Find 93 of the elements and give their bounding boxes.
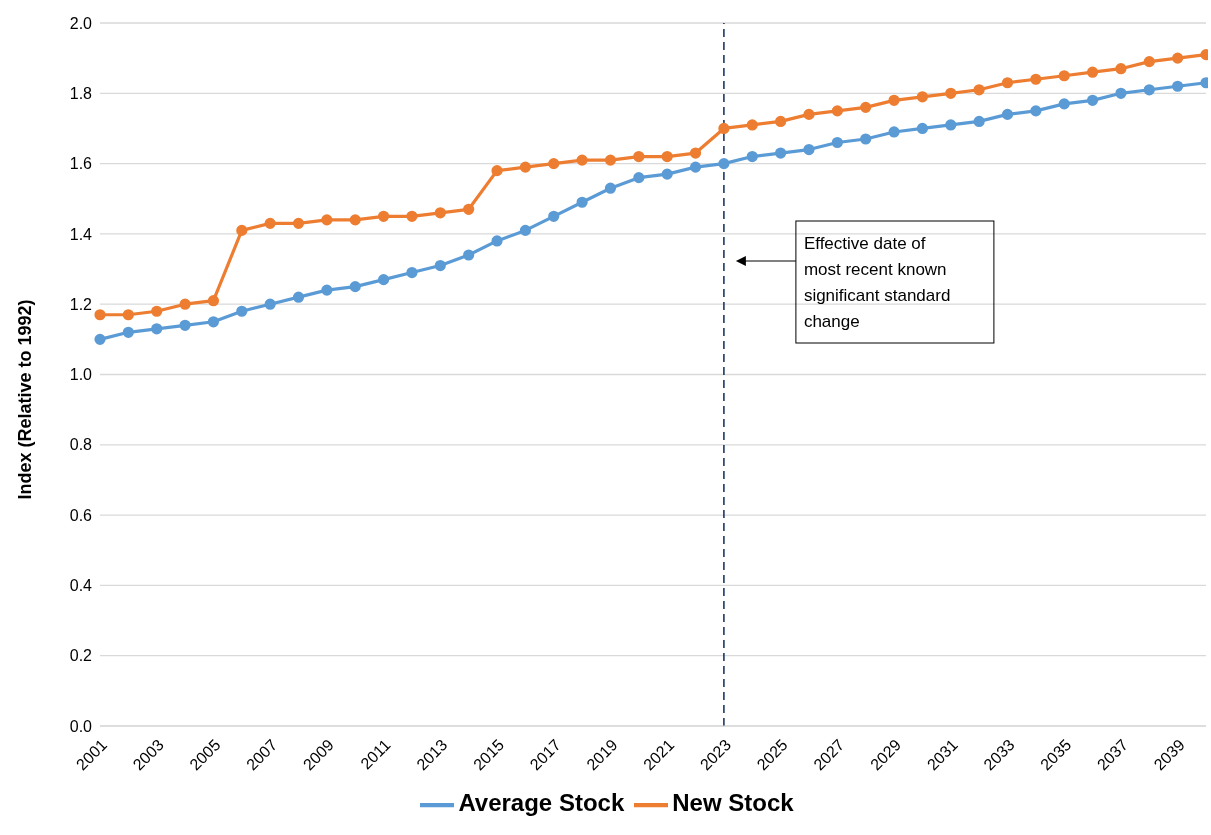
point [236,305,248,317]
point [945,87,957,99]
point [576,154,588,166]
point [519,224,531,236]
point [831,136,843,149]
point [888,94,900,106]
point [689,161,702,173]
point [151,305,163,317]
point [1058,98,1070,110]
annotation: Effective date of most recent known significant standard change [803,234,951,331]
point [888,126,900,138]
point [1115,87,1127,99]
point [292,291,305,303]
point [1143,84,1155,96]
point [321,214,333,226]
point [945,119,957,131]
point [775,147,787,159]
point [1143,56,1155,68]
point [406,210,418,222]
point [179,319,191,331]
point [491,165,503,177]
point [1172,80,1184,92]
legend-label: Average Stock [458,789,625,817]
point [207,295,220,307]
point [973,84,985,96]
point [236,224,248,236]
y-tick-label: 0.4 [69,577,93,595]
point [349,214,361,226]
point [1115,63,1127,75]
point [463,203,475,215]
point [377,274,390,286]
point [264,298,276,310]
point [434,207,446,219]
y-tick-label: 1.6 [69,155,93,173]
point [179,298,191,310]
point [604,154,617,166]
point [803,108,815,120]
point [718,158,730,170]
point [689,147,702,159]
point [746,119,758,131]
point [604,182,617,194]
point [576,196,588,208]
point [661,168,673,180]
point [1086,66,1099,78]
point [548,210,560,222]
point [1030,73,1042,85]
point [860,133,872,145]
y-tick-label: 1.8 [69,84,93,102]
point [718,122,730,135]
point [973,115,985,128]
y-tick-label: 0.2 [69,647,93,665]
y-tick-label: 1.4 [69,225,93,243]
point [321,284,333,296]
point [831,105,843,117]
point [292,217,305,229]
y-tick-label: 1.0 [69,366,93,384]
point [803,143,815,156]
y-tick-label: 0.0 [69,717,93,735]
y-tick-label: 0.6 [69,506,93,524]
point [1086,94,1099,106]
point [548,158,560,170]
point [916,122,929,135]
point [122,309,134,321]
point [1172,52,1184,64]
point [519,161,531,173]
point [775,115,787,128]
point [406,266,418,279]
point [661,150,673,163]
point [1001,108,1014,120]
point [94,333,106,345]
point [491,235,503,247]
point [633,172,645,184]
point [1001,77,1014,89]
point [860,101,872,113]
point [207,316,220,328]
y-tick-label: 2.0 [69,14,93,32]
point [633,150,645,163]
point [1030,105,1042,117]
point [746,150,758,163]
y-tick-label: 1.2 [69,295,93,313]
point [151,323,163,335]
y-tick-label: 0.8 [69,436,93,454]
legend-label: New Stock [672,789,794,817]
point [463,249,475,261]
point [264,217,276,229]
point [94,309,106,321]
point [916,91,929,103]
y-axis-title: Index (Relative to 1992) [15,299,36,500]
point [122,326,134,338]
point [434,259,446,272]
point [349,281,361,293]
point [1058,70,1070,82]
point [377,210,390,222]
